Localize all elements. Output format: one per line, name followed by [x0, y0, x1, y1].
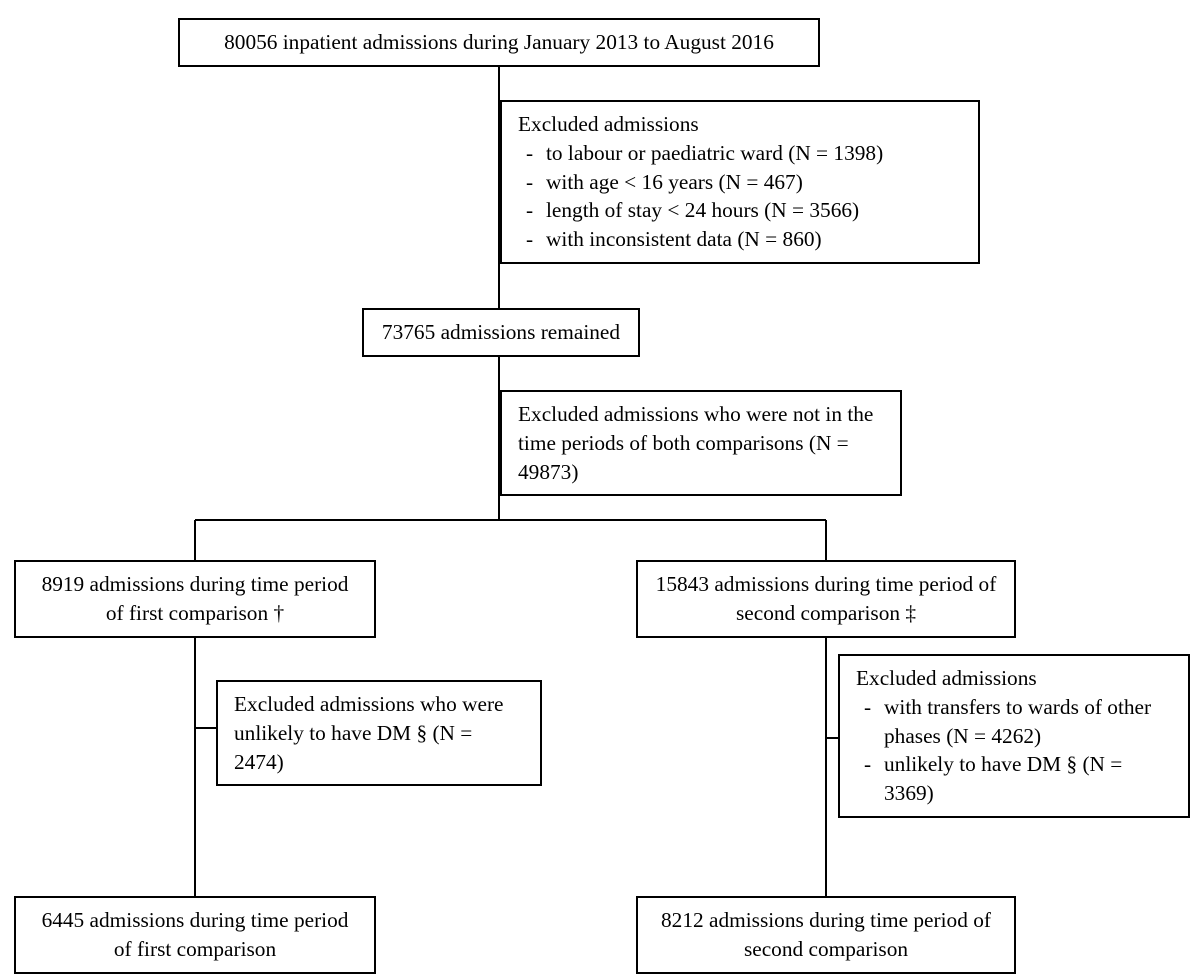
node-exclusions-2: Excluded admissions who were not in the … — [500, 390, 902, 496]
node-exclusions-3: Excluded admissions who were unlikely to… — [216, 680, 542, 786]
node-text: 73765 admissions remained — [382, 320, 620, 344]
node-first-comparison: 8919 admissions during time period of fi… — [14, 560, 376, 638]
node-text: 80056 inpatient admissions during Januar… — [224, 30, 774, 54]
list-item: unlikely to have DM § (N = 3369) — [884, 750, 1172, 808]
list-item: with transfers to wards of other phases … — [884, 693, 1172, 751]
node-remained: 73765 admissions remained — [362, 308, 640, 357]
node-exclusions-4: Excluded admissions with transfers to wa… — [838, 654, 1190, 818]
node-text: 6445 admissions during time period of fi… — [42, 908, 349, 961]
list-item: with age < 16 years (N = 467) — [546, 168, 962, 197]
node-first-final: 6445 admissions during time period of fi… — [14, 896, 376, 974]
node-text: Excluded admissions who were not in the … — [518, 402, 873, 484]
node-text: Excluded admissions who were unlikely to… — [234, 692, 504, 774]
node-text: 8212 admissions during time period of se… — [661, 908, 991, 961]
node-initial-admissions: 80056 inpatient admissions during Januar… — [178, 18, 820, 67]
exclusion-list-1: to labour or paediatric ward (N = 1398) … — [518, 139, 962, 254]
node-text: 15843 admissions during time period of s… — [656, 572, 997, 625]
list-item: with inconsistent data (N = 860) — [546, 225, 962, 254]
node-second-final: 8212 admissions during time period of se… — [636, 896, 1016, 974]
node-exclusions-1: Excluded admissions to labour or paediat… — [500, 100, 980, 264]
node-text: 8919 admissions during time period of fi… — [42, 572, 349, 625]
node-second-comparison: 15843 admissions during time period of s… — [636, 560, 1016, 638]
node-heading: Excluded admissions — [856, 664, 1172, 693]
exclusion-list-2: with transfers to wards of other phases … — [856, 693, 1172, 808]
list-item: to labour or paediatric ward (N = 1398) — [546, 139, 962, 168]
list-item: length of stay < 24 hours (N = 3566) — [546, 196, 962, 225]
node-heading: Excluded admissions — [518, 110, 962, 139]
